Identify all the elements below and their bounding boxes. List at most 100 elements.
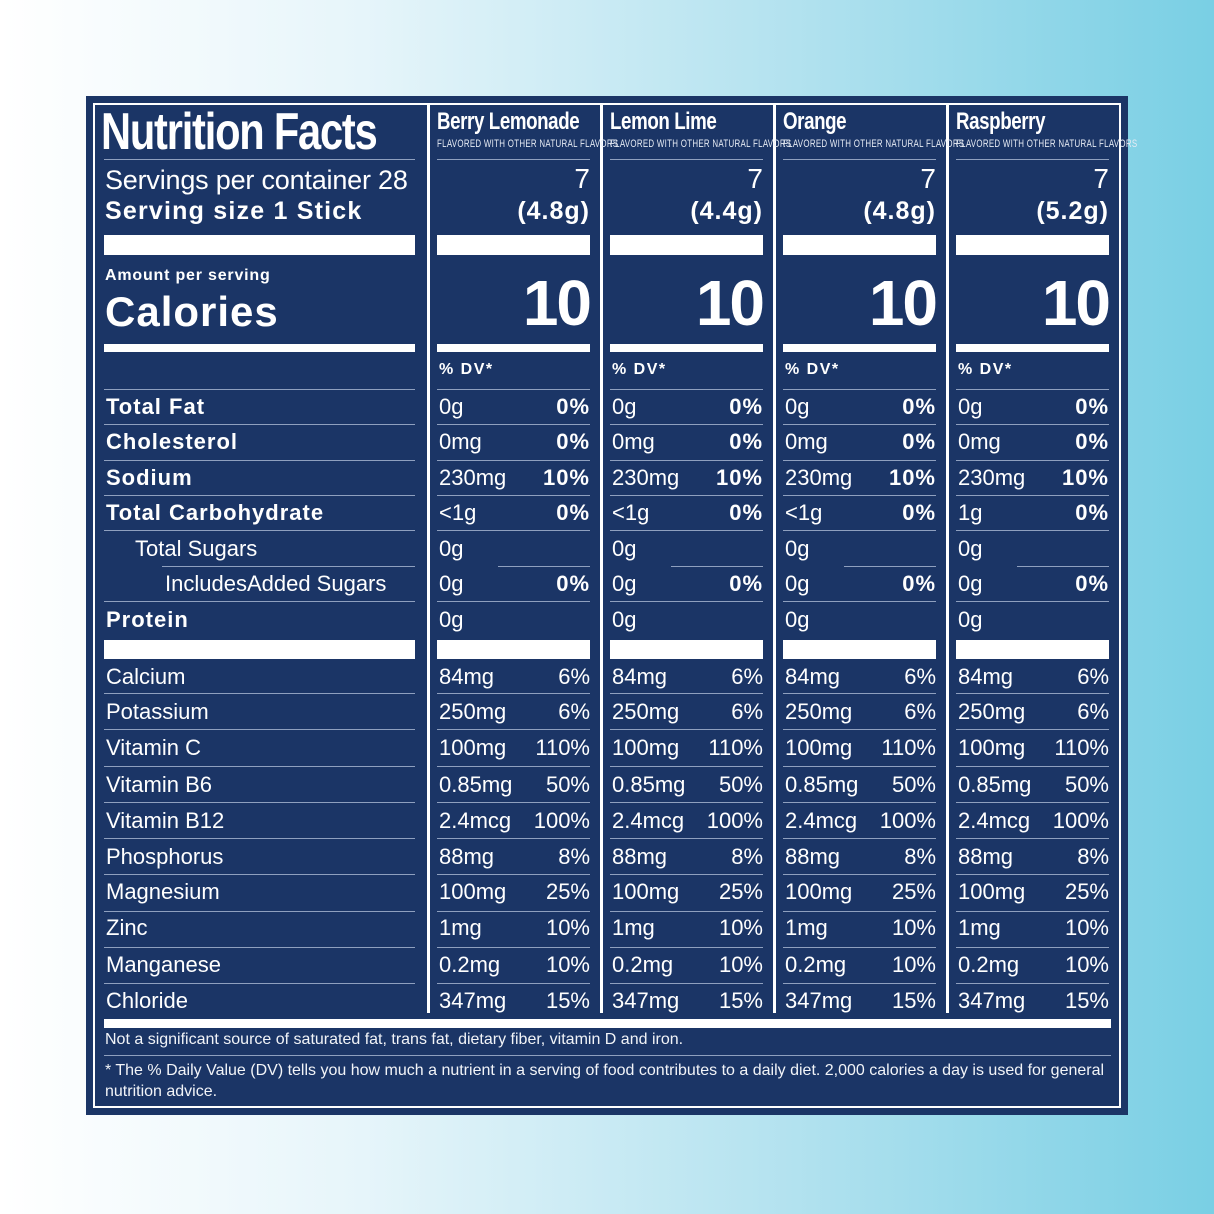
divider bbox=[610, 693, 763, 694]
nutrient-daily-value: 0% bbox=[1075, 500, 1109, 525]
vitamin-label-magnesium: Magnesium bbox=[106, 879, 220, 904]
vitamin-amount: 250mg bbox=[612, 699, 680, 724]
nutrient-daily-value: 0% bbox=[1075, 429, 1109, 454]
not-significant-footnote: Not a significant source of saturated fa… bbox=[105, 1031, 684, 1048]
vitamin-daily-value: 50% bbox=[891, 772, 936, 797]
dv-header: % DV* bbox=[612, 361, 667, 378]
vitamin-daily-value: 15% bbox=[718, 988, 763, 1013]
divider bbox=[610, 495, 763, 496]
divider bbox=[844, 566, 936, 567]
vitamin-amount: 1mg bbox=[439, 915, 482, 940]
divider bbox=[956, 911, 1109, 912]
nutrient-daily-value: 0% bbox=[556, 500, 590, 525]
flavor-name: Raspberry bbox=[956, 108, 1046, 135]
nutrient-daily-value: 0% bbox=[556, 429, 590, 454]
nutrient-label-total-carbohydrate: Total Carbohydrate bbox=[106, 500, 325, 525]
divider bbox=[437, 601, 590, 602]
vitamin-daily-value: 8% bbox=[558, 844, 590, 869]
divider bbox=[783, 729, 936, 730]
vitamin-daily-value: 6% bbox=[904, 664, 936, 689]
nutrient-amount: 230mg bbox=[439, 465, 507, 490]
nutrient-amount: 0g bbox=[439, 607, 464, 632]
flavor-subtitle: FLAVORED WITH OTHER NATURAL FLAVORS bbox=[956, 138, 1138, 150]
nutrient-amount: 0g bbox=[958, 536, 983, 561]
thick-divider bbox=[610, 640, 763, 659]
flavor-subtitle: FLAVORED WITH OTHER NATURAL FLAVORS bbox=[610, 138, 792, 150]
divider bbox=[437, 389, 590, 390]
vitamin-label-vitamin-b6: Vitamin B6 bbox=[106, 772, 212, 797]
nutrient-amount: 0mg bbox=[958, 429, 1001, 454]
vitamin-label-calcium: Calcium bbox=[106, 664, 186, 689]
vitamin-daily-value: 10% bbox=[718, 952, 763, 977]
divider bbox=[437, 424, 590, 425]
flavor-servings: 7 bbox=[574, 163, 590, 194]
flavor-serving-size: (4.8g) bbox=[517, 197, 590, 225]
divider bbox=[610, 802, 763, 803]
flavor-column-raspberry: Raspberry FLAVORED WITH OTHER NATURAL FL… bbox=[946, 96, 1137, 1115]
nutrient-amount: 0g bbox=[785, 394, 810, 419]
divider bbox=[437, 460, 590, 461]
divider bbox=[783, 601, 936, 602]
divider bbox=[783, 159, 936, 160]
vitamin-amount: 100mg bbox=[958, 735, 1026, 760]
nutrient-daily-value: 10% bbox=[1061, 465, 1109, 490]
flavor-calories: 10 bbox=[868, 267, 938, 339]
vitamin-daily-value: 10% bbox=[1064, 915, 1109, 940]
daily-value-footnote: * The % Daily Value (DV) tells you how m… bbox=[105, 1062, 1105, 1100]
vitamin-daily-value: 10% bbox=[545, 915, 590, 940]
flavor-servings: 7 bbox=[747, 163, 763, 194]
divider bbox=[610, 729, 763, 730]
vitamin-daily-value: 6% bbox=[558, 664, 590, 689]
vitamin-amount: 100mg bbox=[958, 879, 1026, 904]
vitamin-amount: 88mg bbox=[439, 844, 495, 869]
nutrient-label-protein: Protein bbox=[106, 607, 189, 632]
nutrient-daily-value: 0% bbox=[902, 500, 936, 525]
flavor-servings: 7 bbox=[1093, 163, 1109, 194]
vitamin-amount: 0.85mg bbox=[439, 772, 513, 797]
vitamin-amount: 88mg bbox=[785, 844, 841, 869]
vitamin-amount: 2.4mcg bbox=[612, 808, 685, 833]
vitamin-amount: 100mg bbox=[612, 735, 680, 760]
nutrient-amount: 0g bbox=[958, 607, 983, 632]
nutrient-daily-value: 0% bbox=[729, 394, 763, 419]
nutrient-amount: 0g bbox=[439, 536, 464, 561]
vitamin-amount: 0.2mg bbox=[785, 952, 847, 977]
vitamin-daily-value: 100% bbox=[879, 808, 936, 833]
flavor-column-lemon-lime: Lemon Lime FLAVORED WITH OTHER NATURAL F… bbox=[600, 96, 791, 1115]
vitamin-amount: 2.4mcg bbox=[439, 808, 512, 833]
vitamin-daily-value: 8% bbox=[904, 844, 936, 869]
flavor-column-orange: Orange FLAVORED WITH OTHER NATURAL FLAVO… bbox=[773, 96, 964, 1115]
nutrient-daily-value: 0% bbox=[729, 429, 763, 454]
nutrient-daily-value: 10% bbox=[542, 465, 590, 490]
nutrition-facts-panel: Nutrition Facts Servings per container 2… bbox=[86, 96, 1137, 1115]
nutrient-amount: 230mg bbox=[958, 465, 1026, 490]
vitamin-amount: 250mg bbox=[439, 699, 507, 724]
dv-header: % DV* bbox=[785, 361, 840, 378]
vitamin-daily-value: 6% bbox=[904, 699, 936, 724]
vitamin-amount: 0.2mg bbox=[612, 952, 674, 977]
vitamin-label-chloride: Chloride bbox=[106, 988, 188, 1013]
divider bbox=[162, 566, 415, 567]
divider bbox=[1017, 566, 1109, 567]
vitamin-daily-value: 50% bbox=[718, 772, 763, 797]
divider bbox=[610, 766, 763, 767]
divider bbox=[610, 159, 763, 160]
nutrient-amount: 1g bbox=[958, 500, 983, 525]
divider bbox=[783, 802, 936, 803]
vitamin-amount: 100mg bbox=[439, 879, 507, 904]
vitamin-label-phosphorus: Phosphorus bbox=[106, 844, 224, 869]
divider bbox=[956, 874, 1109, 875]
flavor-column-berry-lemonade: Berry Lemonade FLAVORED WITH OTHER NATUR… bbox=[427, 96, 618, 1115]
divider bbox=[783, 693, 936, 694]
vitamin-daily-value: 15% bbox=[545, 988, 590, 1013]
nutrient-daily-value: 0% bbox=[902, 394, 936, 419]
divider bbox=[437, 729, 590, 730]
divider bbox=[437, 530, 590, 531]
nutrient-amount: 0g bbox=[785, 571, 810, 596]
divider bbox=[956, 766, 1109, 767]
vitamin-daily-value: 15% bbox=[891, 988, 936, 1013]
vitamin-daily-value: 8% bbox=[731, 844, 763, 869]
thick-divider bbox=[104, 344, 415, 352]
nutrient-amount: 0g bbox=[439, 394, 464, 419]
nutrient-daily-value: 0% bbox=[902, 429, 936, 454]
